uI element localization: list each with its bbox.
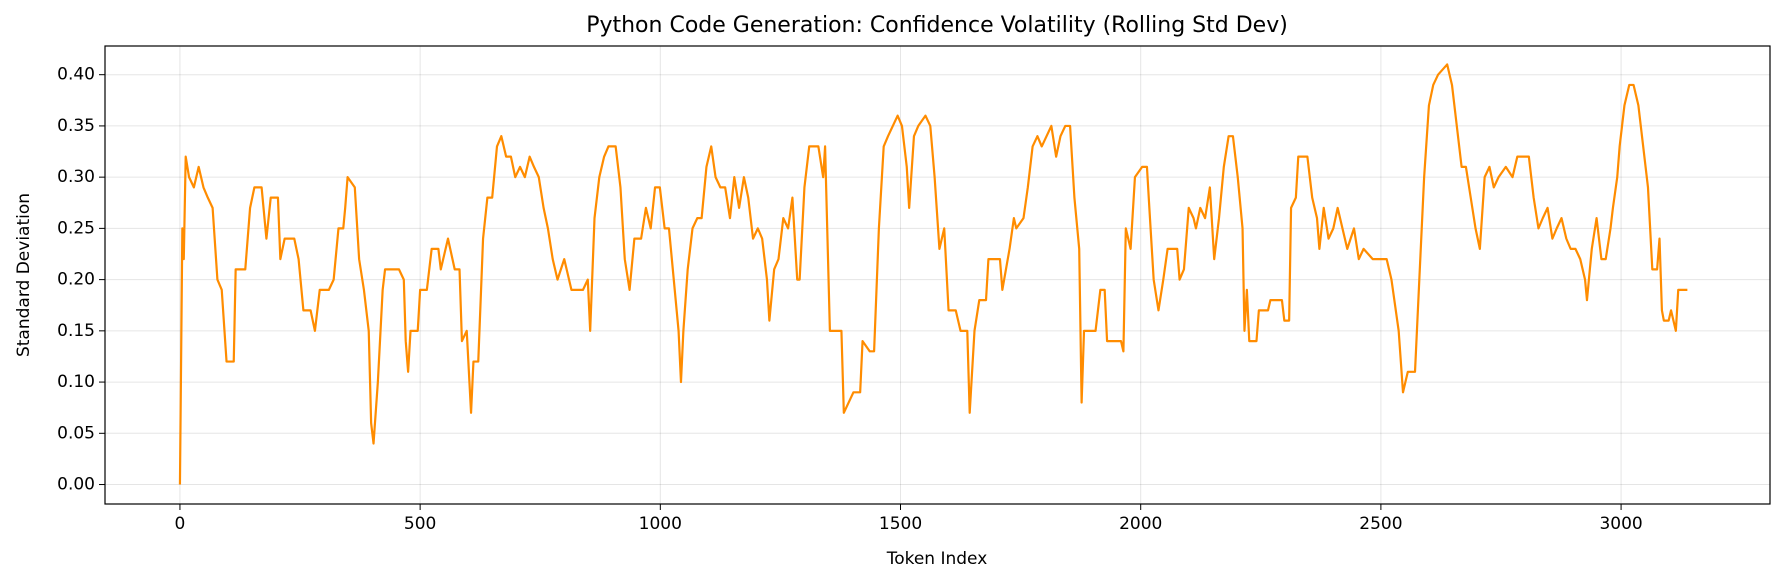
x-tick-label: 500 — [404, 514, 436, 534]
y-axis-label: Standard Deviation — [14, 193, 34, 357]
y-tick-label: 0.35 — [57, 116, 95, 136]
x-axis-label: Token Index — [886, 549, 988, 569]
x-tick-label: 2000 — [1119, 514, 1162, 534]
x-tick-label: 0 — [175, 514, 186, 534]
y-tick-label: 0.00 — [57, 475, 95, 495]
data-line — [178, 63, 1688, 485]
y-tick-label: 0.40 — [57, 65, 95, 85]
y-tick-label: 0.20 — [57, 270, 95, 290]
x-tick-label: 3000 — [1599, 514, 1642, 534]
y-tick-label: 0.15 — [57, 321, 95, 341]
chart-title: Python Code Generation: Confidence Volat… — [586, 13, 1288, 38]
x-tick-label: 2500 — [1359, 514, 1402, 534]
y-tick-label: 0.10 — [57, 372, 95, 392]
y-tick-label: 0.30 — [57, 167, 95, 187]
x-tick-label: 1500 — [879, 514, 922, 534]
y-tick-label: 0.25 — [57, 218, 95, 238]
y-tick-label: 0.05 — [57, 423, 95, 443]
plot-frame — [104, 45, 1771, 505]
x-tick-label: 1000 — [639, 514, 682, 534]
